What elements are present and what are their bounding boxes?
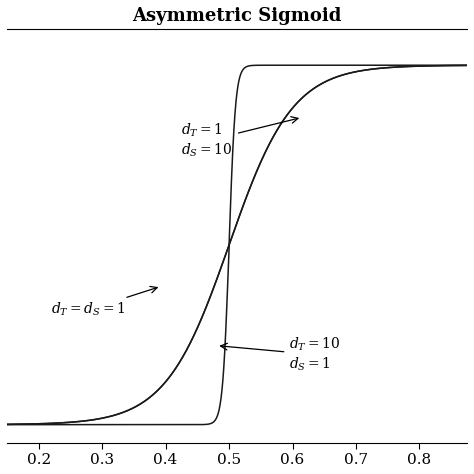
Text: $d_T=1$
$d_S=10$: $d_T=1$ $d_S=10$ xyxy=(182,117,298,159)
Title: Asymmetric Sigmoid: Asymmetric Sigmoid xyxy=(132,7,342,25)
Text: $d_T=d_S=1$: $d_T=d_S=1$ xyxy=(51,286,157,319)
Text: $d_T=10$
$d_S=1$: $d_T=10$ $d_S=1$ xyxy=(220,336,341,374)
